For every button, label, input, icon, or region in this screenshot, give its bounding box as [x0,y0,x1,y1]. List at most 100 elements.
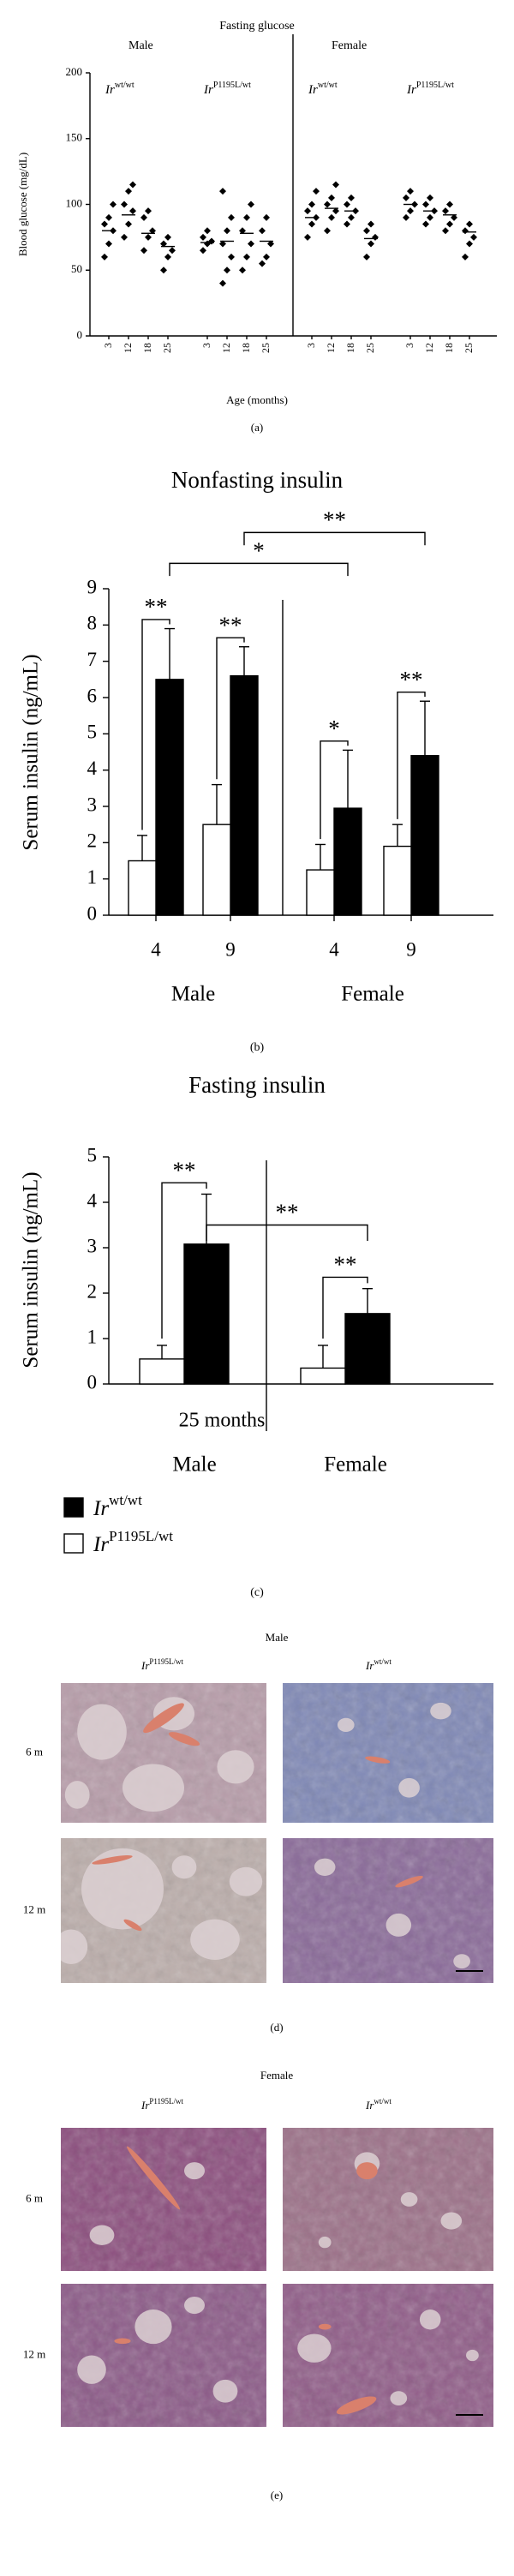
group-label: Female [341,983,404,1006]
micrograph-title: Female [260,2069,293,2082]
data-point [332,181,339,189]
islet [212,2379,238,2403]
data-point [145,233,152,241]
x-tick-label: 9 [406,938,416,960]
x-tick-label: 12 [325,343,337,353]
bracket [322,1276,368,1339]
row-label: 6 m [26,2191,43,2204]
islet [61,1929,88,1965]
y-tick-label: 4 [87,1189,98,1211]
x-tick-label: 25 [364,343,376,353]
data-point [462,253,469,261]
panel-label: (a) [251,421,263,434]
data-point [403,194,409,201]
data-point [328,194,335,201]
group-label: Female [332,39,367,52]
islet [123,1764,184,1812]
bar [344,1313,391,1385]
data-point [442,207,449,215]
x-tick-label: 4 [151,938,161,960]
data-point [308,201,315,208]
islet [453,1954,470,1969]
bracket [161,1182,207,1339]
data-point [324,201,331,208]
y-tick-label: 1 [87,1326,98,1347]
islet [419,2309,441,2330]
data-point [110,201,117,208]
y-tick-label: 2 [87,830,98,852]
data-point [160,267,167,274]
vessel [318,2323,332,2330]
data-point [263,213,270,221]
data-point [372,233,379,241]
x-tick-label: 25 [463,343,475,353]
legend-label: Irwt/wt [93,1492,142,1520]
y-tick-label: 0 [87,1371,98,1393]
data-point [200,247,206,255]
islet [229,1866,263,1896]
y-tick-label: 1 [87,866,98,888]
legend-label: IrP1195L/wt [93,1528,173,1556]
x-tick-label: 3 [305,343,317,348]
data-point [304,233,311,241]
islet [190,1919,240,1960]
data-point [219,188,226,195]
label-sup: P1195L/wt [149,2097,183,2106]
islet [386,1913,412,1937]
annotation: ** [219,612,242,638]
islet [390,2391,408,2405]
texture [61,2284,266,2427]
bar [306,869,335,916]
y-tick-label: 150 [66,131,83,144]
data-point [348,194,355,201]
label-base: Ir [140,2099,150,2112]
micrograph [283,1838,493,1983]
vessel [126,2146,181,2210]
column-label: Irwt/wt [365,2097,391,2112]
label-sup: P1195L/wt [109,1528,173,1544]
data-point [105,213,112,221]
y-tick-label: 8 [87,613,98,634]
data-point [228,213,235,221]
label-sup: wt/wt [115,81,134,90]
data-point [427,194,433,201]
column-label: IrP1195L/wt [140,1657,184,1672]
micrograph [61,2128,266,2271]
x-axis-label: 25 months [179,1410,266,1432]
data-point [422,201,429,208]
micrograph [283,2128,493,2271]
data-point [140,247,147,255]
islet [184,2162,205,2180]
data-point [451,213,457,221]
data-point [140,213,147,221]
x-tick-label: 18 [141,343,153,353]
data-point [200,233,206,241]
x-tick-label: 3 [102,343,114,348]
islet [314,1858,336,1876]
data-point [446,220,453,228]
data-point [442,227,449,235]
vessel [123,1919,142,1932]
bracket [141,619,170,830]
data-point [160,240,167,248]
texture [61,2128,266,2271]
y-tick-label: 2 [87,1280,98,1302]
data-point [407,207,414,215]
label-base: Ir [308,83,318,97]
column-label: Irwt/wt [365,1657,391,1672]
bar [155,679,184,916]
chart-title: Fasting insulin [188,1072,326,1098]
data-point [129,207,136,215]
x-tick-label: 25 [161,343,173,353]
x-tick-label: 12 [122,343,134,353]
data-point [470,233,477,241]
bracket [216,637,245,780]
x-tick-label: 4 [329,938,339,960]
data-point [259,227,266,235]
islet [440,2212,463,2230]
series-label: IrP1195L/wt [203,81,251,97]
data-point [407,188,414,195]
micrograph [283,2284,493,2427]
bracket [243,531,426,546]
islet [466,2349,479,2362]
